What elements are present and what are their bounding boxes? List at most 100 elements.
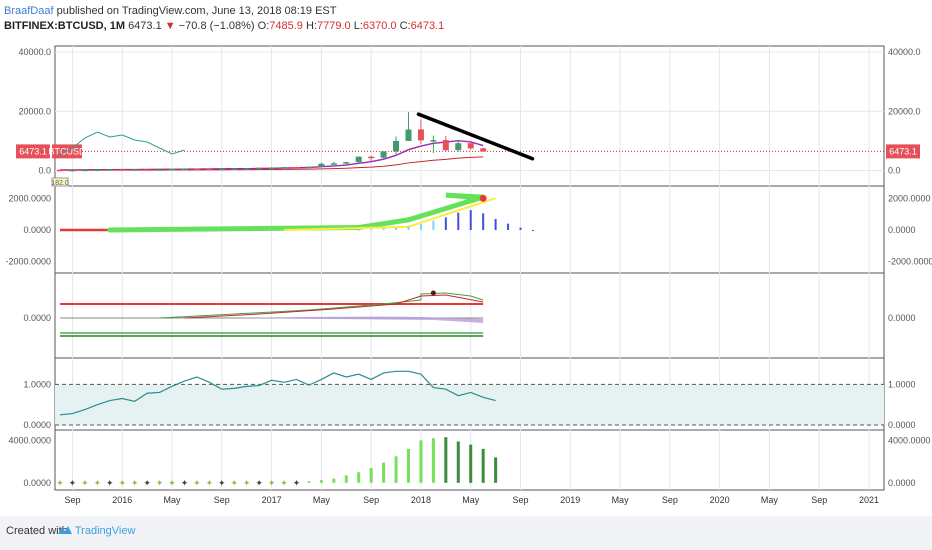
y-tick-right: 1.0000 xyxy=(888,379,916,389)
volume-bar xyxy=(369,467,373,483)
y-tick-right: 0.0000 xyxy=(888,478,916,488)
candle-body xyxy=(268,167,275,170)
volume-bar xyxy=(494,457,498,483)
oscillator-histogram-bar xyxy=(519,227,522,230)
chart-canvas[interactable]: Sep 2016 May Sep 2017 May Sep 2018 May Sep 2019 May… xyxy=(0,0,932,516)
chart-header: BraafDaaf published on TradingView.com, … xyxy=(4,4,924,34)
x-tick-label: 2021 xyxy=(859,495,879,505)
author-link[interactable]: BraafDaaf xyxy=(4,5,54,17)
x-tick-label: May xyxy=(164,495,182,505)
oscillator-histogram-bar xyxy=(482,213,485,230)
volume-bar xyxy=(444,437,448,483)
ohlc-low: L:6370.0 xyxy=(353,20,397,32)
candle-body xyxy=(455,143,462,151)
candle-body xyxy=(305,166,312,169)
y-tick-left: 0.0000 xyxy=(23,225,51,235)
oscillator-2-peak-dot xyxy=(430,290,436,296)
tradingview-logo-link[interactable]: TradingView xyxy=(58,525,135,537)
symbol-label: BITFINEX:BTCUSD, 1M xyxy=(4,20,125,32)
chart-frame xyxy=(54,45,885,491)
candle-body xyxy=(467,143,474,149)
y-tick-left: 0.0 xyxy=(38,166,51,176)
x-tick-label: Sep xyxy=(363,495,379,505)
y-tick-right: 0.0000 xyxy=(888,313,916,323)
volume-marker: ✦ xyxy=(193,478,201,488)
down-arrow-icon: ▼ xyxy=(164,20,176,32)
price-tag-left-value: 6473.1 xyxy=(19,146,47,156)
x-tick-label: Sep xyxy=(811,495,827,505)
volume-bar xyxy=(469,444,473,483)
volume-marker: ✦ xyxy=(106,478,114,488)
volume-bar xyxy=(394,456,398,483)
price-tag-right xyxy=(886,144,920,159)
indicator-label-box xyxy=(51,177,69,187)
volume-bar xyxy=(431,438,435,483)
volume-marker: ✦ xyxy=(230,478,238,488)
y-tick-right: 40000.0 xyxy=(888,47,921,57)
ohlc-high: H:7779.0 xyxy=(305,20,351,32)
close-value: 6473.1 xyxy=(410,20,445,32)
x-tick-label: 2016 xyxy=(112,495,132,505)
volume-marker: ✦ xyxy=(255,478,263,488)
x-tick-label: Sep xyxy=(64,495,80,505)
candle-body xyxy=(417,129,424,141)
low-value: 6370.0 xyxy=(362,20,397,32)
last-price: 6473.1 xyxy=(128,20,162,32)
oscillator-histogram-bar xyxy=(357,229,360,231)
candle-body xyxy=(318,163,325,167)
candle-body xyxy=(81,169,88,172)
candle-body xyxy=(169,169,176,171)
volume-marker: ✦ xyxy=(94,478,102,488)
candle-body xyxy=(119,169,126,171)
candle-body xyxy=(206,168,213,171)
x-tick-label: 2018 xyxy=(411,495,431,505)
y-tick-left: 20000.0 xyxy=(18,106,51,116)
teal-indicator-line xyxy=(59,131,185,156)
oscillator-signal-line xyxy=(284,197,496,231)
y-tick-right: 2000.0000 xyxy=(888,193,931,203)
candle-body xyxy=(430,140,437,142)
oscillator-histogram-bar xyxy=(457,212,460,230)
volume-bar xyxy=(481,448,485,483)
volume-marker: ✦ xyxy=(69,478,77,488)
volume-bar xyxy=(419,440,423,483)
volume-bar xyxy=(382,462,386,483)
volume-bar xyxy=(332,478,336,483)
volume-bar xyxy=(406,448,410,483)
price-change: −70.8 (−1.08%) xyxy=(178,20,255,32)
y-tick-left: 2000.0000 xyxy=(8,193,51,203)
oscillator-histogram-bar xyxy=(382,228,385,230)
y-tick-right: 20000.0 xyxy=(888,106,921,116)
candle-body xyxy=(343,162,350,164)
volume-marker: ✦ xyxy=(206,478,214,488)
volume-marker: ✦ xyxy=(218,478,226,488)
candle-body xyxy=(243,168,250,170)
oscillator-histogram-bar xyxy=(494,218,497,230)
candle-body xyxy=(69,169,76,172)
candle-body xyxy=(193,168,200,171)
oscillator-histogram-bar xyxy=(469,210,472,230)
tradingview-logo-icon xyxy=(58,526,72,534)
candle-body xyxy=(480,148,487,152)
y-tick-left: -2000.0000 xyxy=(5,257,51,267)
y-tick-left: 0.0000 xyxy=(23,313,51,323)
y-tick-left: 4000.0000 xyxy=(8,435,51,445)
candle-body xyxy=(330,163,337,165)
candle-body xyxy=(106,169,113,171)
volume-marker: ✦ xyxy=(81,478,89,488)
candle-body xyxy=(131,169,138,171)
y-tick-right: 0.0000 xyxy=(888,225,916,235)
volume-marker: ✦ xyxy=(168,478,176,488)
x-tick-label: 2017 xyxy=(262,495,282,505)
volume-bar xyxy=(344,475,348,483)
oscillator-histogram-bar xyxy=(507,223,510,230)
x-tick-label: May xyxy=(462,495,480,505)
y-tick-right: -2000.0000 xyxy=(888,257,932,267)
candle-body xyxy=(218,168,225,171)
oscillator-histogram-bar xyxy=(407,226,410,230)
y-tick-left: 40000.0 xyxy=(18,47,51,57)
oscillator-histogram-bar xyxy=(531,230,534,231)
candle-body xyxy=(368,156,375,159)
oscillator-histogram-bar xyxy=(370,229,373,231)
candle-body xyxy=(393,140,400,152)
